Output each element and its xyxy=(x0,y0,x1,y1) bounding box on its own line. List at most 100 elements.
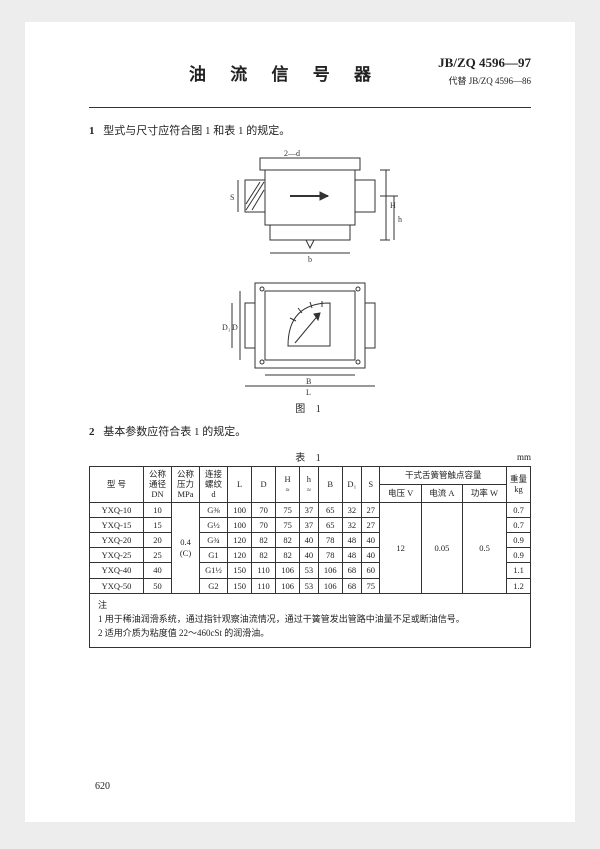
cell: 100 xyxy=(228,502,252,517)
cell: 32 xyxy=(342,502,361,517)
table-row: YXQ-10100.4 (C)G⅜100707537653227120.050.… xyxy=(90,502,531,517)
th-dn: 公称通径 DN xyxy=(144,467,172,503)
cell: 100 xyxy=(228,517,252,532)
section-1: 1 型式与尺寸应符合图 1 和表 1 的规定。 xyxy=(89,122,531,138)
cell: YXQ-20 xyxy=(90,532,144,547)
cell: 48 xyxy=(342,532,361,547)
cell: 150 xyxy=(228,578,252,593)
cell: 27 xyxy=(362,502,380,517)
th-D: D xyxy=(252,467,276,503)
cell: 53 xyxy=(300,563,318,578)
section-1-text: 型式与尺寸应符合图 1 和表 1 的规定。 xyxy=(103,125,290,137)
cell: 82 xyxy=(275,532,299,547)
th-watt: 功率 W xyxy=(463,484,507,502)
cell: 110 xyxy=(252,563,276,578)
cell: 75 xyxy=(275,502,299,517)
cell: YXQ-15 xyxy=(90,517,144,532)
page-number: 620 xyxy=(95,781,110,792)
svg-text:D₁: D₁ xyxy=(222,323,231,332)
cell: 32 xyxy=(342,517,361,532)
svg-text:S: S xyxy=(230,193,234,202)
th-volt: 电压 V xyxy=(380,484,421,502)
cell: G¾ xyxy=(200,532,228,547)
svg-text:2—d: 2—d xyxy=(284,149,300,158)
spec-table: 型 号 公称通径 DN 公称压力 MPa 连接螺纹 d L D H≈ h≈ B … xyxy=(89,466,531,594)
supersedes: 代替 JB/ZQ 4596—86 xyxy=(448,74,531,87)
cell: 53 xyxy=(300,578,318,593)
table-head: 型 号 公称通径 DN 公称压力 MPa 连接螺纹 d L D H≈ h≈ B … xyxy=(90,467,531,503)
section-2-num: 2 xyxy=(89,426,95,438)
cell-shared: 0.05 xyxy=(421,502,462,593)
cell: YXQ-40 xyxy=(90,563,144,578)
cell: 120 xyxy=(228,532,252,547)
cell: 110 xyxy=(252,578,276,593)
cell: G2 xyxy=(200,578,228,593)
cell-shared: 12 xyxy=(380,502,421,593)
cell: 106 xyxy=(275,563,299,578)
cell: 82 xyxy=(252,548,276,563)
table-body: YXQ-10100.4 (C)G⅜100707537653227120.050.… xyxy=(90,502,531,593)
cell: 60 xyxy=(362,563,380,578)
cell: 25 xyxy=(144,548,172,563)
th-H: H≈ xyxy=(275,467,299,503)
th-model: 型 号 xyxy=(90,467,144,503)
cell-weight: 0.7 xyxy=(507,517,531,532)
cell: 65 xyxy=(318,517,342,532)
cell: 40 xyxy=(362,532,380,547)
cell: 65 xyxy=(318,502,342,517)
figure-1: 2—d H h S b xyxy=(210,148,410,415)
cell: YXQ-10 xyxy=(90,502,144,517)
cell-weight: 0.9 xyxy=(507,532,531,547)
cell: 27 xyxy=(362,517,380,532)
cell: G1 xyxy=(200,548,228,563)
cell: G⅜ xyxy=(200,502,228,517)
note-2: 2 适用介质为粘度值 22～460cSt 的润滑油。 xyxy=(98,626,522,640)
section-1-num: 1 xyxy=(89,125,95,137)
cell: 50 xyxy=(144,578,172,593)
header: 油 流 信 号 器 JB/ZQ 4596—97 代替 JB/ZQ 4596—86 xyxy=(89,52,531,108)
cell-weight: 0.7 xyxy=(507,502,531,517)
notes-heading: 注 xyxy=(98,598,522,612)
th-thread: 连接螺纹 d xyxy=(200,467,228,503)
cell: YXQ-25 xyxy=(90,548,144,563)
cell: 40 xyxy=(362,548,380,563)
cell: YXQ-50 xyxy=(90,578,144,593)
cell-weight: 1.1 xyxy=(507,563,531,578)
cell: 40 xyxy=(300,532,318,547)
th-pressure: 公称压力 MPa xyxy=(172,467,200,503)
cell: 82 xyxy=(252,532,276,547)
cell: 68 xyxy=(342,578,361,593)
section-2-text: 基本参数应符合表 1 的规定。 xyxy=(103,426,246,438)
figure-caption: 图 1 xyxy=(210,400,410,415)
th-B: B xyxy=(318,467,342,503)
cell: 10 xyxy=(144,502,172,517)
cell-pressure: 0.4 (C) xyxy=(172,502,200,593)
cell: 78 xyxy=(318,548,342,563)
svg-text:H: H xyxy=(390,201,396,210)
section-2: 2 基本参数应符合表 1 的规定。 xyxy=(89,423,531,439)
table-caption: 表 1 xyxy=(89,449,531,464)
cell: 106 xyxy=(318,578,342,593)
cell: 82 xyxy=(275,548,299,563)
cell-weight: 0.9 xyxy=(507,548,531,563)
cell: 75 xyxy=(275,517,299,532)
page: 油 流 信 号 器 JB/ZQ 4596—97 代替 JB/ZQ 4596—86… xyxy=(25,22,575,822)
body: 1 型式与尺寸应符合图 1 和表 1 的规定。 xyxy=(89,122,531,648)
th-amp: 电流 A xyxy=(421,484,462,502)
cell: G½ xyxy=(200,517,228,532)
cell: 40 xyxy=(300,548,318,563)
cell-shared: 0.5 xyxy=(463,502,507,593)
th-D1: D₁ xyxy=(342,467,361,503)
svg-text:B: B xyxy=(306,377,311,386)
cell: 70 xyxy=(252,517,276,532)
cell: 37 xyxy=(300,502,318,517)
figure-svg: 2—d H h S b xyxy=(210,148,410,398)
cell: 20 xyxy=(144,532,172,547)
notes: 注 1 用于稀油润滑系统，通过指针观察油流情况，通过干簧管发出管路中油量不足或断… xyxy=(89,594,531,648)
cell: 106 xyxy=(318,563,342,578)
cell: 106 xyxy=(275,578,299,593)
svg-text:L: L xyxy=(306,388,311,397)
svg-text:b: b xyxy=(308,255,312,264)
standard-number: JB/ZQ 4596—97 xyxy=(438,55,531,71)
th-weight: 重量 kg xyxy=(507,467,531,503)
